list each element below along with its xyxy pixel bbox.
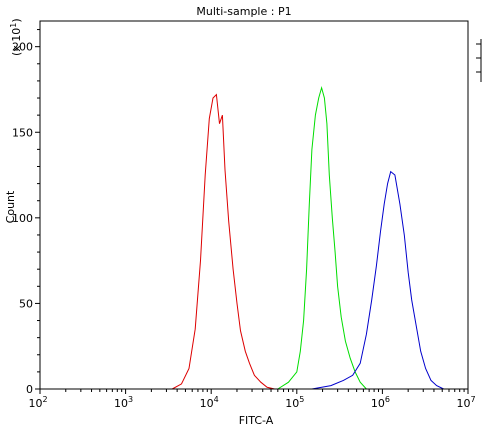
x-tick-label: 103 — [114, 395, 133, 410]
y-tick-label: 100 — [12, 212, 33, 225]
svg-text:(x 101): (x 101) — [9, 18, 23, 56]
y-tick-label: 150 — [12, 126, 33, 139]
y-multiplier-label: (x 101) — [9, 18, 23, 56]
y-multiplier-prefix: (x 10 — [10, 28, 23, 56]
chart-title: Multi-sample : P1 — [196, 5, 291, 18]
y-tick-label: 200 — [12, 41, 33, 54]
x-tick-label: 102 — [28, 395, 47, 410]
y-tick-label: 50 — [19, 297, 33, 310]
series-layer — [171, 85, 444, 390]
x-axis-label: FITC-A — [239, 414, 274, 427]
legend — [476, 39, 482, 82]
x-tick-label: 106 — [371, 395, 390, 410]
x-tick-label: 107 — [456, 395, 475, 410]
y-multiplier-suffix: ) — [10, 18, 23, 22]
series-line-1 — [171, 93, 275, 390]
x-tick-label: 105 — [285, 395, 304, 410]
y-axis-label: Count — [4, 190, 17, 223]
y-tick-label: 0 — [26, 383, 33, 396]
x-tick-label: 104 — [200, 395, 219, 410]
series-line-2 — [277, 85, 367, 390]
series-line-3 — [311, 170, 444, 390]
axes-layer: 102 103 104 105 106 107 0 50 100 150 200 — [12, 20, 476, 410]
y-multiplier-exponent: 1 — [9, 23, 18, 28]
plot-frame — [39, 20, 469, 390]
